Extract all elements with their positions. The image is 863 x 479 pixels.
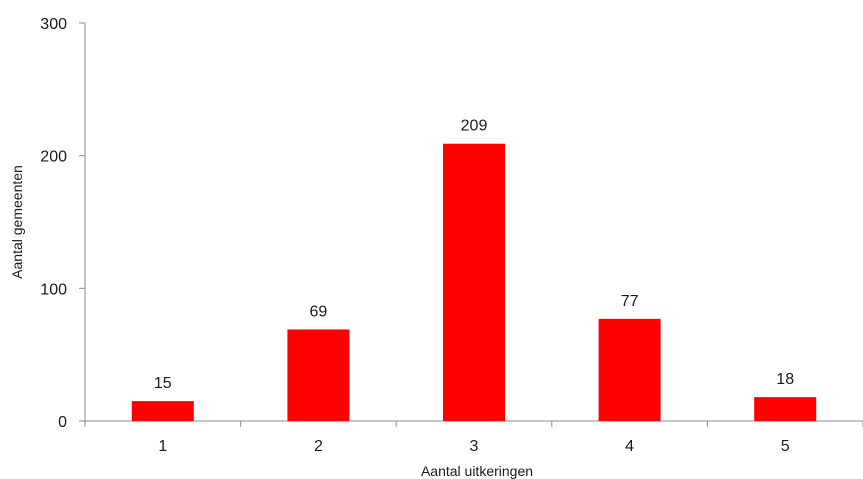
data-label: 209	[461, 118, 488, 135]
data-label: 77	[621, 293, 639, 310]
x-tick-label: 2	[314, 438, 323, 455]
data-label: 15	[154, 375, 172, 392]
bar-1	[131, 401, 194, 421]
data-label: 18	[776, 371, 794, 388]
y-tick-label: 200	[40, 149, 67, 166]
x-tick-label: 5	[781, 438, 790, 455]
x-tick-label: 4	[625, 438, 634, 455]
bar-5	[754, 397, 817, 421]
x-tick-label: 3	[470, 438, 479, 455]
y-axis: 0 100 200 300	[40, 16, 86, 431]
x-axis-title: Aantal uitkeringen	[421, 463, 533, 479]
y-axis-title: Aantal gemeenten	[9, 165, 25, 279]
y-tick-label: 100	[40, 281, 67, 298]
data-labels: 15 69 209 77 18	[154, 118, 794, 392]
bars	[131, 143, 817, 421]
bar-4	[598, 318, 661, 421]
y-tick-label: 0	[58, 414, 67, 431]
x-axis: 1 2 3 4 5	[84, 420, 863, 455]
y-tick-label: 300	[40, 16, 67, 33]
x-tick-label: 1	[158, 438, 167, 455]
bar-3	[443, 143, 505, 421]
data-label: 69	[310, 303, 328, 320]
bar-2	[287, 329, 350, 421]
